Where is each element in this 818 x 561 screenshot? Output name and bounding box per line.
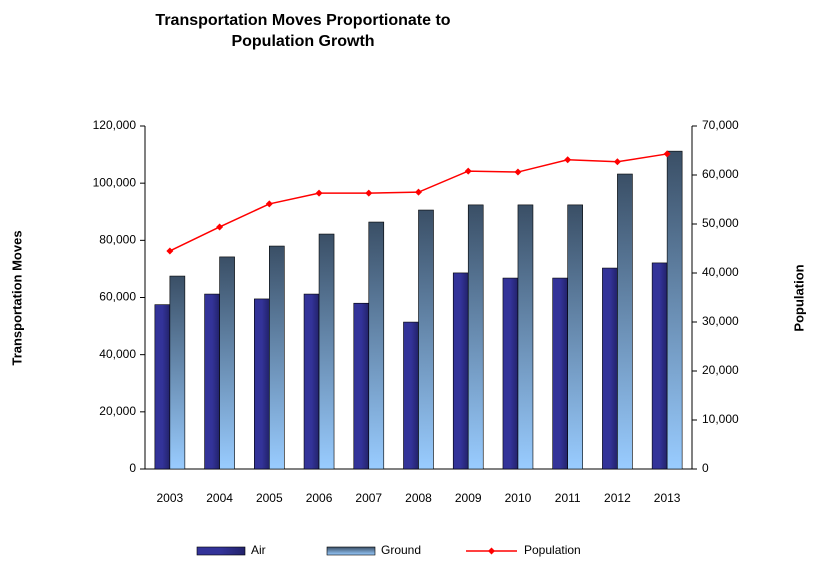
y-axis-label: Transportation Moves	[9, 230, 24, 365]
y2-tick-label: 40,000	[702, 265, 739, 279]
bar	[318, 233, 335, 470]
legend-label: Air	[251, 543, 266, 557]
x-tick-label: 2013	[654, 491, 681, 505]
y2-tick-label: 0	[702, 461, 709, 475]
point	[265, 200, 273, 208]
bar	[467, 204, 484, 470]
y2-tick-label: 50,000	[702, 216, 739, 230]
point	[166, 247, 174, 255]
y-tick-label: 120,000	[93, 118, 137, 132]
point	[613, 158, 621, 166]
point	[365, 189, 373, 197]
legend-label: Population	[524, 543, 581, 557]
chart-title: Transportation Moves Proportionate to Po…	[155, 12, 451, 50]
x-tick-label: 2011	[555, 491, 581, 505]
bar	[204, 293, 220, 470]
bar	[452, 272, 469, 470]
bar	[666, 150, 683, 470]
y2-tick-label: 70,000	[702, 118, 739, 132]
x-tick-label: 2004	[206, 491, 233, 505]
x-tick-label: 2006	[306, 491, 333, 505]
point	[564, 156, 572, 164]
bar	[567, 204, 583, 470]
x-tick-label: 2003	[157, 491, 184, 505]
bar	[254, 298, 270, 470]
point	[216, 223, 224, 231]
y2-tick-label: 20,000	[702, 363, 739, 377]
y-tick-label: 40,000	[99, 347, 136, 361]
y2-tick-label: 60,000	[702, 167, 739, 181]
bar	[517, 204, 534, 470]
bar	[368, 221, 385, 470]
bar	[418, 209, 434, 470]
legend-swatch	[326, 546, 376, 556]
x-tick-label: 2005	[256, 491, 283, 505]
point	[415, 188, 422, 196]
bar	[403, 321, 419, 470]
point	[514, 168, 522, 176]
y-tick-label: 20,000	[99, 404, 136, 418]
x-tick-label: 2010	[505, 491, 532, 505]
y2-tick-label: 30,000	[702, 314, 739, 328]
bar	[602, 267, 618, 470]
bar	[651, 262, 668, 470]
bar	[617, 173, 633, 470]
x-tick-label: 2008	[405, 491, 432, 505]
x-tick-label: 2012	[604, 491, 631, 505]
bar	[269, 245, 285, 470]
bar	[303, 293, 320, 470]
x-tick-label: 2007	[355, 491, 382, 505]
x-tick-label: 2009	[455, 491, 482, 505]
y-tick-label: 60,000	[99, 290, 136, 304]
bar	[219, 256, 235, 470]
bar	[353, 302, 370, 470]
legend-label: Ground	[381, 543, 421, 557]
point	[464, 167, 472, 175]
legend-marker	[488, 547, 495, 555]
y2-tick-label: 10,000	[702, 412, 739, 426]
point	[315, 189, 323, 197]
y-tick-label: 0	[129, 461, 136, 475]
bar	[154, 304, 171, 470]
bar	[502, 277, 519, 470]
y-tick-label: 100,000	[93, 175, 137, 189]
point	[663, 150, 671, 158]
y2-axis-label: Population	[791, 264, 806, 331]
y-tick-label: 80,000	[99, 233, 136, 247]
bar	[552, 277, 568, 470]
bar	[169, 275, 186, 470]
legend-swatch	[196, 546, 246, 556]
